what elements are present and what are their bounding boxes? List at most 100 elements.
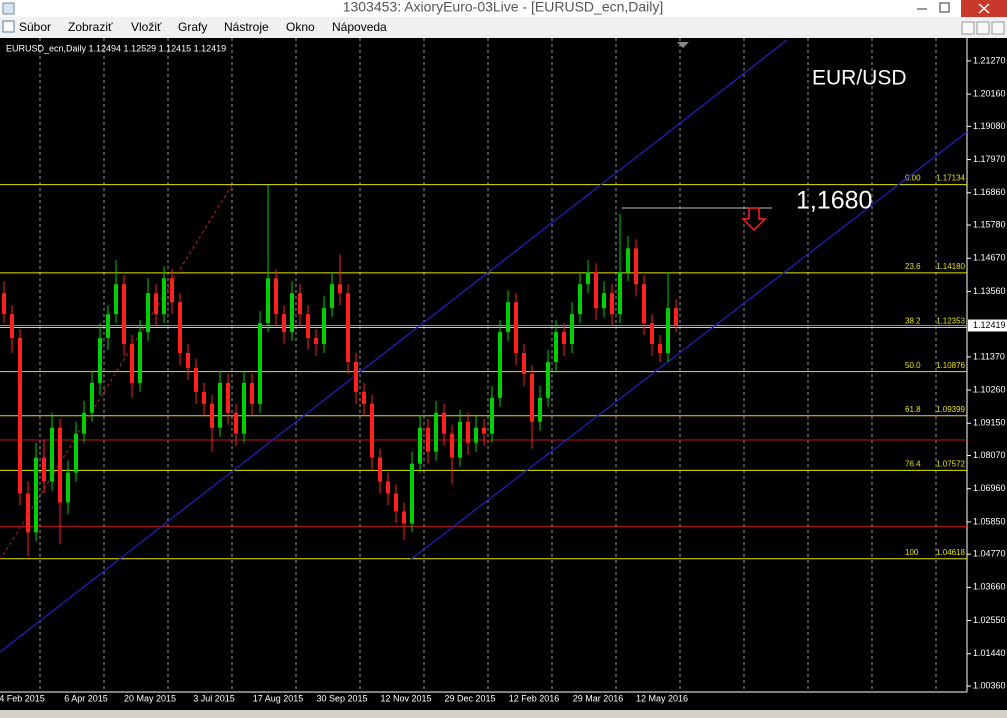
candle-body: [2, 293, 6, 315]
candle-body: [130, 344, 134, 383]
candle-body: [338, 284, 342, 294]
menu-item[interactable]: Okno: [286, 20, 315, 34]
channel-lower: [409, 131, 968, 561]
y-tick-label: 1.17970: [973, 154, 1006, 164]
candle-body: [602, 293, 606, 309]
maximize[interactable]: [939, 2, 950, 13]
y-tick-label: 1.09150: [973, 418, 1006, 428]
candle-body: [674, 308, 678, 326]
y-tick-label: 1.15780: [973, 219, 1006, 229]
candle-body: [642, 284, 646, 324]
candle-body: [474, 427, 478, 443]
candle-body: [202, 391, 206, 404]
menu-item[interactable]: Vložiť: [131, 20, 162, 34]
x-tick-label: 30 Sep 2015: [316, 693, 367, 703]
candle-body: [50, 427, 54, 482]
candle-body: [362, 391, 366, 404]
candle-body: [314, 338, 318, 345]
candle-body: [658, 344, 662, 353]
candle-body: [370, 403, 374, 458]
candle-body: [498, 332, 502, 398]
channel-upper: [0, 39, 788, 653]
mdi-controls: [961, 21, 1005, 35]
candle-body: [514, 302, 518, 353]
app-icon: [2, 2, 15, 15]
mdi-close[interactable]: [991, 21, 1005, 35]
fib-ratio: 38.2: [905, 317, 921, 326]
candle-body: [522, 352, 526, 374]
x-tick-label: 12 Feb 2016: [509, 693, 560, 703]
candle-body: [482, 427, 486, 434]
y-tick-label: 1.11370: [973, 351, 1005, 361]
candle-body: [218, 382, 222, 428]
candle-body: [458, 421, 462, 458]
candle-body: [170, 278, 174, 303]
x-tick-label: 3 Jul 2015: [193, 693, 235, 703]
candle-body: [538, 397, 542, 422]
y-tick-label: 1.20160: [973, 88, 1006, 98]
candle-body: [426, 427, 430, 452]
y-tick-label: 1.03660: [973, 582, 1006, 592]
fib-price: 1.10876: [936, 361, 965, 370]
candle-body: [618, 272, 622, 315]
y-tick-label: 1.21270: [973, 55, 1006, 65]
y-tick-label: 1.16860: [973, 187, 1006, 197]
window-title: 1303453: AxioryEuro-03Live - [EURUSD_ecn…: [343, 0, 664, 15]
candle-body: [322, 308, 326, 345]
menu-item[interactable]: Nápoveda: [332, 20, 387, 34]
menu-item[interactable]: Zobraziť: [68, 20, 113, 34]
y-tick-label: 1.19080: [973, 121, 1006, 131]
candle-body: [266, 278, 270, 324]
chart-area: [0, 38, 1007, 710]
candle-body: [26, 493, 30, 533]
menu: Súbor Zobraziť Vložiť Grafy Nástroje Okno Nápo…: [19, 20, 387, 34]
x-tick-label: 20 May 2015: [124, 693, 176, 703]
candle-body: [434, 412, 438, 452]
candle-body: [242, 382, 246, 434]
y-tick-label: 1.00360: [973, 680, 1006, 690]
y-tick-label: 1.01440: [973, 648, 1006, 658]
candle-body: [466, 421, 470, 443]
candle-body: [274, 278, 278, 315]
candle-body: [298, 293, 302, 315]
candle-body: [530, 373, 534, 422]
fib-ratio: 0.00: [905, 174, 921, 183]
fib-ratio: 50.0: [905, 361, 921, 370]
candle-body: [162, 278, 166, 315]
menu-item[interactable]: Nástroje: [224, 20, 269, 34]
fib-price: 1.12353: [936, 317, 965, 326]
title-bar: [0, 0, 1007, 17]
mdi-restore[interactable]: [976, 21, 990, 35]
candle-body: [354, 361, 358, 392]
shift-marker: [677, 42, 689, 48]
candle-body: [610, 293, 614, 315]
candle-body: [10, 314, 14, 339]
candle-body: [562, 332, 566, 345]
candle-body: [18, 338, 22, 494]
candle-body: [330, 284, 334, 309]
candle-body: [290, 293, 294, 333]
candle-body: [98, 338, 102, 383]
candle-body: [634, 248, 638, 285]
symbol-label: EUR/USD: [812, 67, 907, 90]
candle-body: [42, 457, 46, 482]
candle-body: [666, 308, 670, 353]
candle-body: [210, 403, 214, 428]
fib-price: 1.09399: [936, 405, 965, 414]
menu-bar: [0, 17, 1007, 38]
y-tick-label: 1.05850: [973, 516, 1006, 526]
mdi-minimize[interactable]: [961, 21, 975, 35]
candle-body: [546, 361, 550, 398]
doc-icon: [2, 20, 15, 33]
target-label: 1,1680: [796, 187, 872, 215]
menu-item[interactable]: Súbor: [19, 20, 51, 34]
menu-item[interactable]: Grafy: [178, 20, 207, 34]
chart-header: EURUSD_ecn,Daily 1.12494 1.12529 1.12415…: [6, 43, 226, 53]
candle-body: [74, 433, 78, 473]
candle-body: [386, 481, 390, 494]
candle-body: [306, 314, 310, 339]
candle-body: [178, 302, 182, 353]
x-tick-label: 4 Feb 2015: [0, 693, 45, 703]
candle-body: [282, 314, 286, 333]
